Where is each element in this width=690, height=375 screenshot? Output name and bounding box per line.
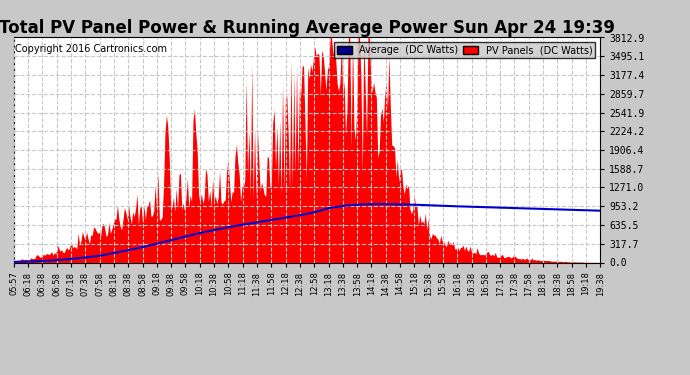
Title: Total PV Panel Power & Running Average Power Sun Apr 24 19:39: Total PV Panel Power & Running Average P… [0, 20, 615, 38]
Legend: Average  (DC Watts), PV Panels  (DC Watts): Average (DC Watts), PV Panels (DC Watts) [334, 42, 595, 58]
Text: Copyright 2016 Cartronics.com: Copyright 2016 Cartronics.com [15, 44, 167, 54]
